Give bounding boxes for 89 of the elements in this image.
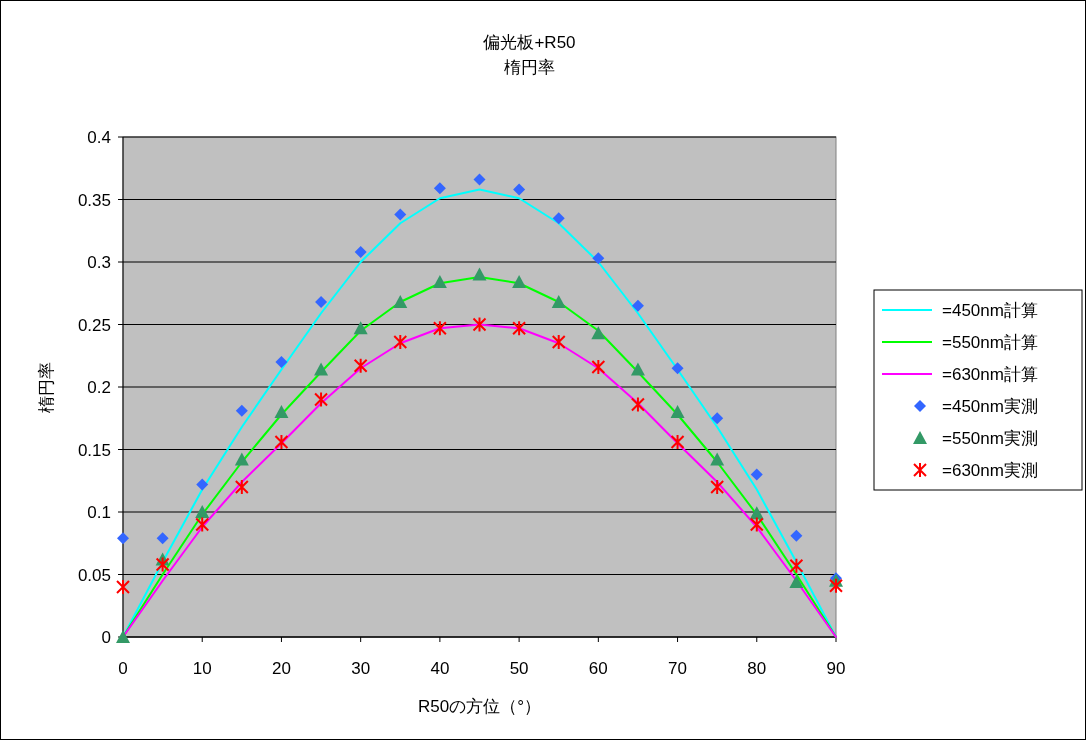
chart-subtitle: 楕円率 [504,58,555,77]
point [472,316,487,333]
point [275,356,288,368]
point [749,506,764,520]
x-tick-label: 90 [826,659,846,678]
point [749,516,764,533]
point [750,468,763,481]
point [155,556,170,573]
legend-item: =630nm計算 [881,365,1038,384]
point [116,630,130,643]
y-tick-label: 0.15 [77,440,111,460]
x-tick-label: 0 [118,659,128,678]
x-tick-label: 20 [271,659,291,678]
y-axis-title: 楕円率 [37,361,56,413]
point [314,391,329,408]
x-tick-label: 70 [668,659,688,678]
y-tick-label: 0.05 [77,565,111,585]
point [512,320,527,337]
point [274,434,289,450]
legend-item: =450nm計算 [881,301,1038,320]
legend-label: =450nm実測 [942,397,1038,416]
point [353,321,368,335]
point [592,252,605,265]
point [195,516,210,533]
x-tick-label: 50 [509,659,529,678]
point [472,267,487,281]
point [432,320,447,337]
point [670,405,685,418]
y-tick-label: 0.4 [87,128,111,147]
x-axis-title: R50の方位（°） [418,697,541,716]
point [156,532,169,545]
y-tick-label: 0.2 [87,378,111,397]
point [353,357,368,374]
point [551,295,566,308]
point [394,208,407,221]
point [473,173,486,186]
point [195,505,210,518]
y-tick-label: 0.35 [77,190,111,210]
point [393,295,408,308]
point [314,362,329,376]
point [274,405,289,418]
legend-item: =550nm計算 [881,333,1038,352]
point [234,452,249,466]
point [789,557,804,574]
y-tick-label: 0.1 [87,503,111,522]
point [393,334,408,350]
point [711,412,724,425]
point [829,577,843,594]
legend-label: =450nm計算 [942,301,1038,320]
x-tick-label: 60 [588,659,608,678]
point [591,359,606,375]
point [117,532,129,545]
point [710,452,725,466]
point [790,529,803,542]
legend-label: =630nm実測 [942,461,1038,480]
legend-label: =550nm実測 [942,429,1038,448]
x-tick-label: 30 [351,659,371,678]
point [116,579,130,595]
x-tick-label: 10 [192,659,212,678]
legend-label: =550nm計算 [942,333,1038,352]
point [234,479,249,495]
point [552,212,565,225]
x-tick-label: 40 [430,659,450,678]
legend-item: =630nm実測 [913,461,1038,480]
point [551,334,566,350]
point [513,183,526,196]
point [432,275,447,288]
point [789,575,804,588]
legend-item: =450nm実測 [914,397,1038,416]
point [512,275,527,288]
point [630,362,645,376]
point [354,246,367,258]
point [591,326,606,340]
y-tick-label: 0.3 [87,253,111,272]
point [710,479,725,495]
legend-label: =630nm計算 [942,365,1038,384]
point [630,396,645,413]
y-tick-label: 0.25 [77,315,111,335]
point [196,478,209,491]
point [315,296,328,308]
point [670,434,685,450]
chart-title: 偏光板+R50 [483,33,576,52]
point [235,404,248,417]
point [631,299,644,312]
legend-item: =550nm実測 [913,429,1038,448]
y-tick-label: 0 [101,628,111,647]
x-tick-label: 80 [747,659,767,678]
point [671,362,684,375]
point [433,182,446,195]
